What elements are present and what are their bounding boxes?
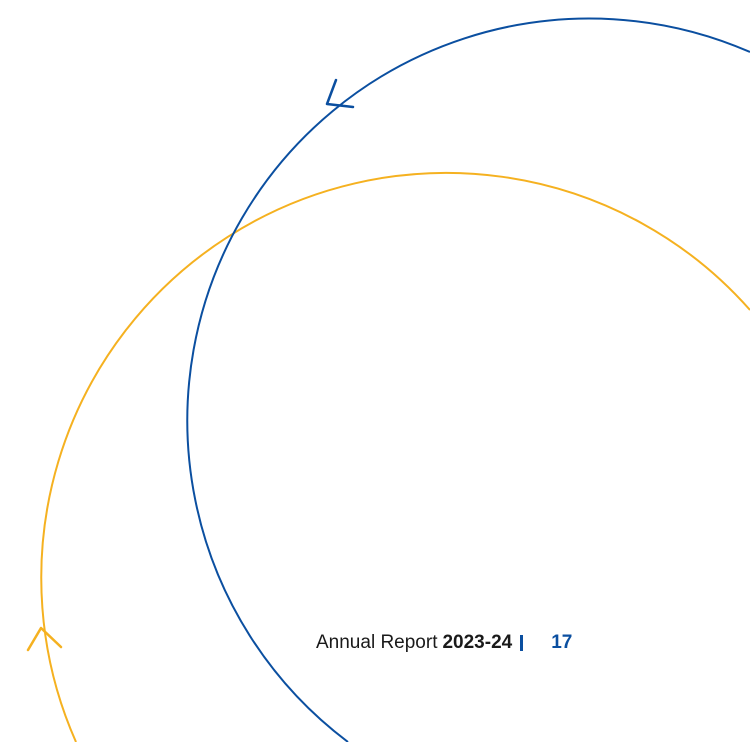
- page-footer: Annual Report 2023-24 17: [316, 632, 572, 654]
- yellow-arc: [40, 171, 750, 742]
- report-year: 2023-24: [442, 632, 513, 653]
- yellow-arrowhead-icon: [26, 626, 63, 652]
- blue-arc: [186, 17, 750, 742]
- blue-arrowhead-icon: [325, 78, 355, 109]
- page-number: 17: [551, 632, 573, 653]
- separator-bar: [520, 635, 524, 651]
- report-label: Annual Report: [316, 632, 438, 653]
